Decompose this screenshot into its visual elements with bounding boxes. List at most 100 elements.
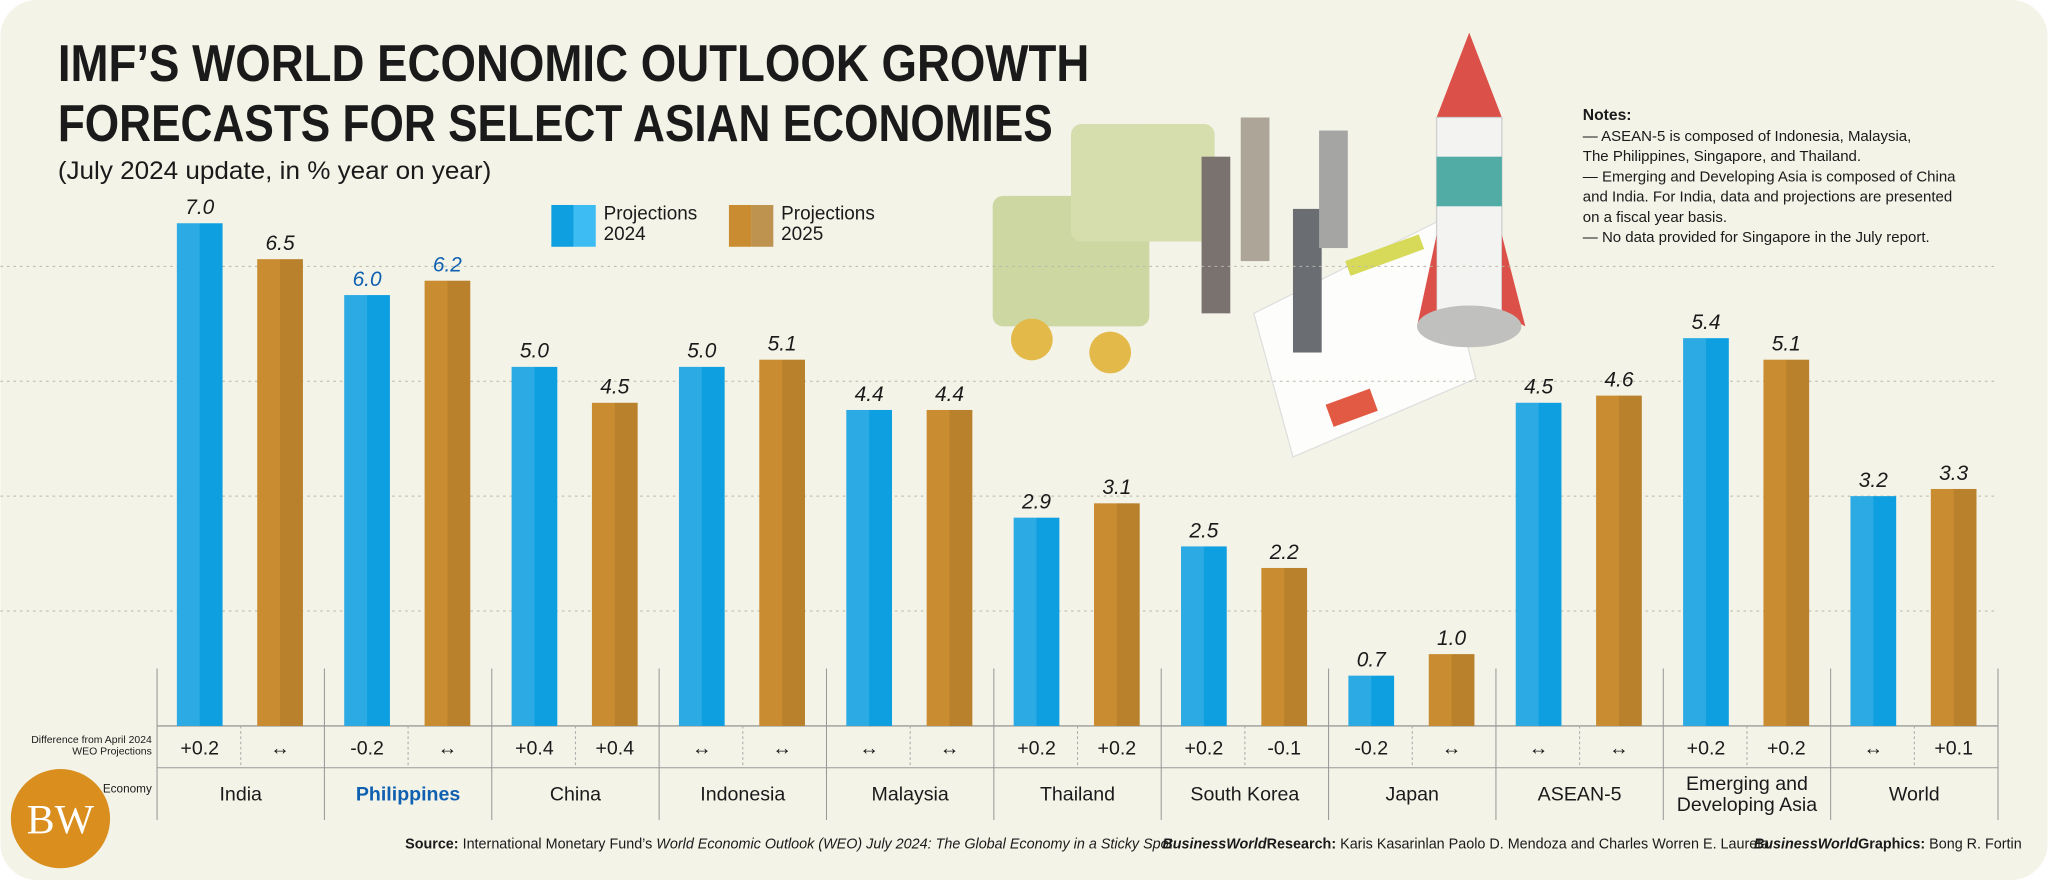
bar-shade (1515, 402, 1539, 726)
difference-label: +0.2 (1017, 738, 1056, 760)
bar (176, 223, 223, 726)
value-label: 4.4 (855, 383, 884, 406)
difference-label: ↔ (1529, 738, 1549, 760)
x-tick-label-box: Philippines (356, 784, 460, 805)
bar-shade (1786, 359, 1810, 726)
bar (1850, 496, 1897, 726)
difference-label: ↔ (1609, 738, 1629, 760)
bar (1348, 675, 1395, 726)
difference-label: -0.2 (350, 738, 384, 760)
value-label: 6.0 (353, 268, 382, 291)
bar-shade (1953, 488, 1977, 726)
difference-label: +0.2 (1767, 738, 1806, 760)
difference-label: +0.2 (1687, 738, 1726, 760)
bar (678, 366, 725, 726)
difference-label: ↔ (859, 738, 879, 760)
bar-shade (280, 259, 303, 726)
x-tick-label: Malaysia (871, 783, 949, 806)
bar (759, 359, 805, 726)
research-label: Research: (1267, 837, 1336, 853)
x-tick-label: Thailand (1039, 783, 1116, 806)
value-label: 4.4 (935, 383, 964, 406)
value-label: 3.1 (1102, 476, 1131, 499)
bar-shade (1850, 496, 1874, 726)
x-tick-label: ASEAN-5 (1537, 783, 1622, 806)
source: Source: International Monetary Fund’s Wo… (405, 837, 1174, 853)
bar-shade (1348, 675, 1372, 726)
bar-shade (1618, 395, 1642, 726)
legend-swatch-shade (751, 204, 774, 247)
row-label: Difference from April 2024 WEO Projectio… (31, 733, 152, 758)
legend-swatch-shade (573, 204, 596, 247)
bar-shade (678, 366, 702, 726)
value-label: 3.3 (1939, 462, 1968, 485)
value-label: 2.9 (1021, 491, 1051, 514)
legend-label-box: Projections 2024 (604, 204, 698, 246)
legend-label: Projections 2025 (781, 203, 875, 246)
notes-line: The Philippines, Singapore, and Thailand… (1583, 148, 1861, 165)
bar-shade (1683, 338, 1706, 726)
research-text: Karis Kasarinlan Paolo D. Mendoza and Ch… (1340, 837, 1769, 853)
value-label: 1.0 (1437, 627, 1466, 650)
notes: Notes: — ASEAN-5 is composed of Indonesia… (1583, 107, 1956, 246)
bar (344, 295, 390, 726)
legend-swatch (551, 204, 574, 247)
notes-line: — No data provided for Singapore in the … (1583, 229, 1930, 246)
x-tick-label: South Korea (1190, 783, 1300, 806)
value-label: 5.1 (1772, 333, 1801, 356)
x-tick-label-box: Malaysia (871, 783, 949, 806)
value-label: 6.5 (266, 232, 295, 255)
x-tick-label: Emerging and Developing Asia (1676, 772, 1818, 817)
legend-label-box: Projections 2025 (781, 203, 875, 246)
value-label: 0.7 (1357, 649, 1387, 672)
x-tick-label: Japan (1385, 783, 1439, 806)
subtitle: (July 2024 update, in % year on year) (58, 158, 491, 185)
bar (1930, 488, 1977, 726)
difference-label: +0.1 (1934, 738, 1973, 760)
value-label: 4.6 (1604, 368, 1633, 391)
bar (1428, 654, 1475, 726)
x-tick-label-box: Indonesia (700, 784, 785, 805)
value-label: 2.5 (1188, 519, 1218, 542)
bar-shade (176, 223, 200, 726)
difference-label: ↔ (940, 738, 960, 760)
research-brand: BusinessWorld (1162, 837, 1267, 853)
value-label: 5.1 (768, 333, 797, 356)
bar-shade (344, 295, 368, 726)
logo-text: BW (27, 797, 95, 843)
value-label: 4.5 (600, 376, 629, 399)
value-label: 2.2 (1269, 541, 1299, 564)
bar-shade (1116, 503, 1140, 726)
x-tick-label-box: South Korea (1190, 783, 1300, 806)
row-label: Economy (102, 782, 152, 796)
notes-heading: Notes: (1583, 107, 1632, 124)
graphics-brand: BusinessWorld (1754, 837, 1859, 853)
x-tick-label-box: Japan (1385, 783, 1439, 806)
chart-title: FORECASTS FOR SELECT ASIAN ECONOMIES (58, 95, 1053, 153)
plot: Projections 2024 Projections 2025 Differen… (0, 196, 1999, 820)
x-tick-label-box: India (219, 783, 262, 806)
x-tick-label: China (549, 783, 602, 806)
x-tick-label-box: World (1889, 784, 1940, 805)
bar-shade (1013, 517, 1037, 726)
notes-line: and India. For India, data and projectio… (1583, 189, 1952, 206)
value-label: 7.0 (185, 196, 214, 219)
difference-label: +0.2 (180, 738, 219, 760)
bar (1763, 359, 1810, 726)
x-tick-label-box: Thailand (1039, 783, 1116, 806)
difference-label: ↔ (438, 738, 458, 760)
row-label-box: Economy (102, 782, 152, 796)
difference-label: -0.1 (1267, 738, 1301, 760)
x-tick-label-box: China (549, 783, 602, 806)
logo (10, 769, 111, 869)
difference-label: ↔ (1442, 738, 1462, 760)
value-label: 5.0 (687, 340, 716, 363)
graphics-label: Graphics: (1858, 837, 1925, 853)
bar (511, 366, 558, 726)
difference-label: ↔ (1864, 738, 1884, 760)
bar (1261, 567, 1308, 726)
difference-label: ↔ (270, 738, 290, 760)
bar-shade (949, 409, 973, 726)
x-tick-label: India (219, 783, 262, 806)
